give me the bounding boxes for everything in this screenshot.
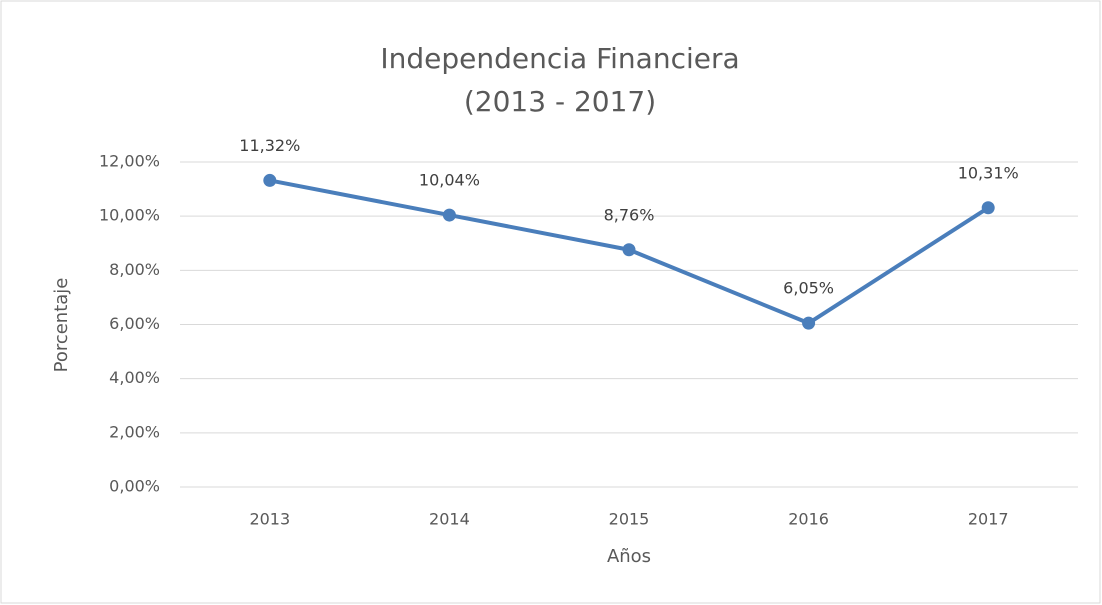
data-label: 10,31% (958, 163, 1019, 182)
chart-subtitle: (2013 - 2017) (464, 85, 656, 118)
data-point (622, 243, 636, 257)
x-tick-label: 2016 (788, 510, 829, 529)
y-tick-label: 2,00% (109, 422, 160, 441)
x-tick-label: 2013 (249, 510, 290, 529)
x-tick-label: 2017 (968, 510, 1009, 529)
data-point (802, 316, 816, 330)
x-axis-title: Años (607, 546, 651, 567)
y-tick-label: 12,00% (99, 152, 160, 171)
data-point (263, 173, 277, 187)
data-point (981, 201, 995, 215)
y-tick-label: 10,00% (99, 206, 160, 225)
x-tick-label: 2015 (609, 510, 650, 529)
chart-title: Independencia Financiera (380, 42, 739, 75)
y-axis-title: Porcentaje (51, 278, 72, 373)
data-point (442, 208, 456, 222)
data-label: 10,04% (419, 171, 480, 190)
data-label: 11,32% (239, 136, 300, 155)
y-tick-label: 4,00% (109, 368, 160, 387)
y-tick-label: 6,00% (109, 314, 160, 333)
data-label: 6,05% (783, 279, 834, 298)
y-tick-label: 0,00% (109, 477, 160, 496)
data-label: 8,76% (604, 205, 655, 224)
x-tick-label: 2014 (429, 510, 470, 529)
y-tick-label: 8,00% (109, 260, 160, 279)
